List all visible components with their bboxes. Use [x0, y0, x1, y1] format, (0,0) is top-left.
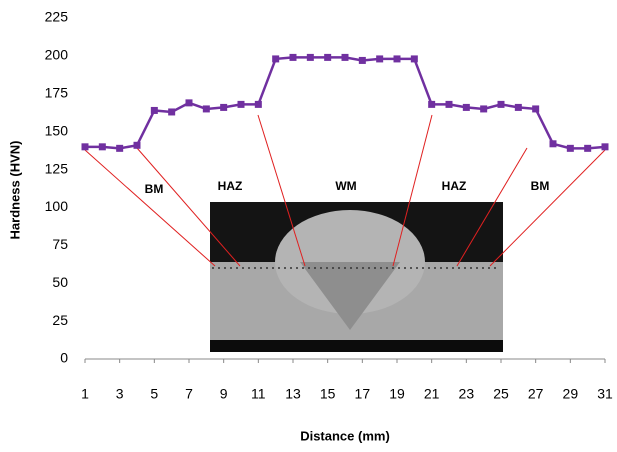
- point: [237, 100, 245, 108]
- point: [393, 55, 401, 63]
- x-tick-label: 23: [459, 386, 475, 402]
- x-tick-label: 17: [355, 386, 371, 402]
- point: [98, 143, 106, 151]
- point: [497, 100, 505, 108]
- point: [428, 100, 436, 108]
- point: [514, 103, 522, 111]
- annotation: HAZ: [442, 179, 467, 193]
- x-tick-label: 21: [424, 386, 440, 402]
- x-tick-label: 29: [563, 386, 579, 402]
- y-tick-label: 150: [45, 122, 69, 138]
- point: [532, 105, 540, 113]
- point: [306, 53, 314, 61]
- point: [185, 99, 193, 107]
- x-tick-label: 31: [597, 386, 613, 402]
- x-tick-label: 19: [389, 386, 405, 402]
- point: [150, 106, 158, 114]
- annotation: WM: [335, 179, 356, 193]
- y-tick-label: 0: [60, 350, 68, 366]
- point: [220, 103, 228, 111]
- y-tick-label: 125: [45, 160, 69, 176]
- point: [324, 53, 332, 61]
- point: [116, 144, 124, 152]
- annotation: HAZ: [218, 179, 243, 193]
- x-tick-label: 3: [116, 386, 124, 402]
- point: [601, 143, 609, 151]
- point: [341, 53, 349, 61]
- point: [462, 103, 470, 111]
- x-tick-label: 27: [528, 386, 544, 402]
- x-tick-label: 5: [150, 386, 158, 402]
- weld-photo: [210, 202, 503, 352]
- annotation: BM: [145, 182, 164, 196]
- y-tick-label: 50: [52, 274, 68, 290]
- point: [445, 100, 453, 108]
- x-tick-label: 11: [251, 386, 266, 402]
- series-line: [85, 56, 606, 150]
- x-tick-label: 9: [220, 386, 228, 402]
- point: [254, 100, 262, 108]
- y-tick-label: 225: [45, 9, 69, 25]
- x-tick-label: 25: [493, 386, 509, 402]
- point: [272, 55, 280, 63]
- point: [133, 141, 141, 149]
- point: [202, 105, 210, 113]
- y-tick-label: 100: [45, 198, 69, 214]
- y-tick-label: 200: [45, 47, 69, 63]
- x-tick-label: 7: [185, 386, 193, 402]
- point: [480, 105, 488, 113]
- point: [584, 144, 592, 152]
- point: [376, 55, 384, 63]
- point: [168, 108, 176, 116]
- x-tick-label: 15: [320, 386, 336, 402]
- point: [566, 144, 574, 152]
- point: [289, 53, 297, 61]
- point: [410, 55, 418, 63]
- pointer-lines: [84, 114, 606, 267]
- y-axis-label: Hardness (HVN): [7, 141, 22, 240]
- x-tick-label: 13: [285, 386, 301, 402]
- annotation: BM: [531, 179, 550, 193]
- point: [549, 140, 557, 148]
- x-axis-label: Distance (mm): [300, 428, 390, 443]
- y-tick-label: 175: [45, 84, 69, 100]
- y-tick-label: 25: [52, 312, 68, 328]
- x-tick-label: 1: [81, 386, 89, 402]
- y-tick-label: 75: [52, 236, 68, 252]
- point: [81, 143, 89, 151]
- point: [358, 56, 366, 64]
